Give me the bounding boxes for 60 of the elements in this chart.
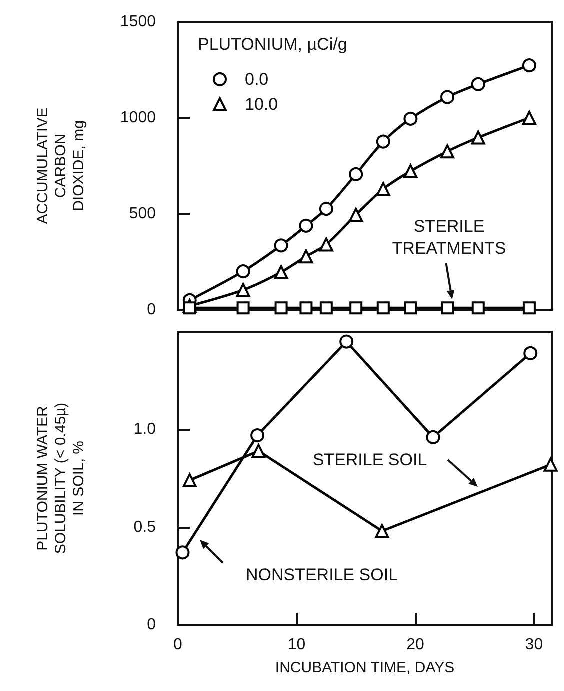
point bbox=[404, 112, 418, 126]
point bbox=[426, 430, 440, 444]
point bbox=[440, 90, 455, 104]
annotation: NONSTERILE SOIL bbox=[246, 566, 398, 584]
point bbox=[350, 302, 363, 315]
point bbox=[404, 302, 418, 315]
point bbox=[404, 164, 418, 178]
y-axis-title: ACCUMULATIVE CARBON DIOXIDE, mg bbox=[34, 108, 88, 224]
annotation: STERILE SOIL bbox=[312, 450, 428, 470]
point bbox=[376, 134, 390, 149]
y-tick-label: 0 bbox=[147, 616, 156, 634]
point bbox=[441, 302, 454, 315]
point bbox=[544, 458, 558, 472]
y-tick-label: 1500 bbox=[120, 14, 156, 30]
point bbox=[299, 250, 314, 264]
y-tick-label: 1000 bbox=[120, 110, 156, 126]
point bbox=[236, 302, 250, 315]
point bbox=[440, 144, 455, 159]
annotation: STERILE TREATMENTS bbox=[392, 216, 506, 258]
x-tick-label: 20 bbox=[406, 636, 424, 654]
x-tick-label: 10 bbox=[288, 636, 306, 654]
point bbox=[471, 77, 486, 92]
point bbox=[274, 302, 288, 315]
point bbox=[319, 202, 334, 216]
point bbox=[375, 524, 390, 538]
point bbox=[472, 302, 485, 315]
point bbox=[524, 346, 538, 360]
point bbox=[471, 130, 486, 145]
y-tick-label: 0 bbox=[147, 302, 156, 318]
x-axis-title: INCUBATION TIME, DAYS bbox=[275, 660, 455, 676]
point bbox=[182, 473, 197, 488]
point bbox=[522, 111, 536, 125]
point bbox=[274, 238, 288, 253]
point bbox=[319, 238, 334, 252]
point bbox=[349, 208, 364, 222]
point bbox=[250, 428, 265, 443]
point bbox=[183, 302, 196, 315]
point bbox=[340, 334, 354, 349]
y-tick-label: 500 bbox=[129, 206, 156, 222]
point bbox=[300, 302, 313, 315]
x-tick-label: 30 bbox=[525, 636, 544, 654]
point bbox=[376, 182, 390, 196]
y-tick-label: 0.5 bbox=[134, 518, 156, 536]
point bbox=[236, 283, 250, 298]
x-tick-label: 0 bbox=[174, 636, 183, 654]
y-tick-label: 1.0 bbox=[134, 421, 156, 438]
y-axis-title: PLUTONIUM WATER SOLUBILITY (< 0.45µ) IN SOIL, % bbox=[34, 402, 88, 554]
legend-label: 0.0 bbox=[245, 70, 269, 89]
point bbox=[236, 264, 250, 279]
point bbox=[274, 265, 288, 280]
legend-title: PLUTONIUM, µCi/g bbox=[198, 35, 348, 54]
point bbox=[376, 302, 390, 315]
point bbox=[252, 444, 266, 458]
point bbox=[522, 58, 536, 73]
point bbox=[522, 302, 536, 315]
point bbox=[176, 546, 190, 560]
point bbox=[299, 218, 314, 233]
point bbox=[349, 167, 364, 182]
legend-label: 10.0 bbox=[245, 95, 278, 114]
point bbox=[320, 302, 333, 315]
